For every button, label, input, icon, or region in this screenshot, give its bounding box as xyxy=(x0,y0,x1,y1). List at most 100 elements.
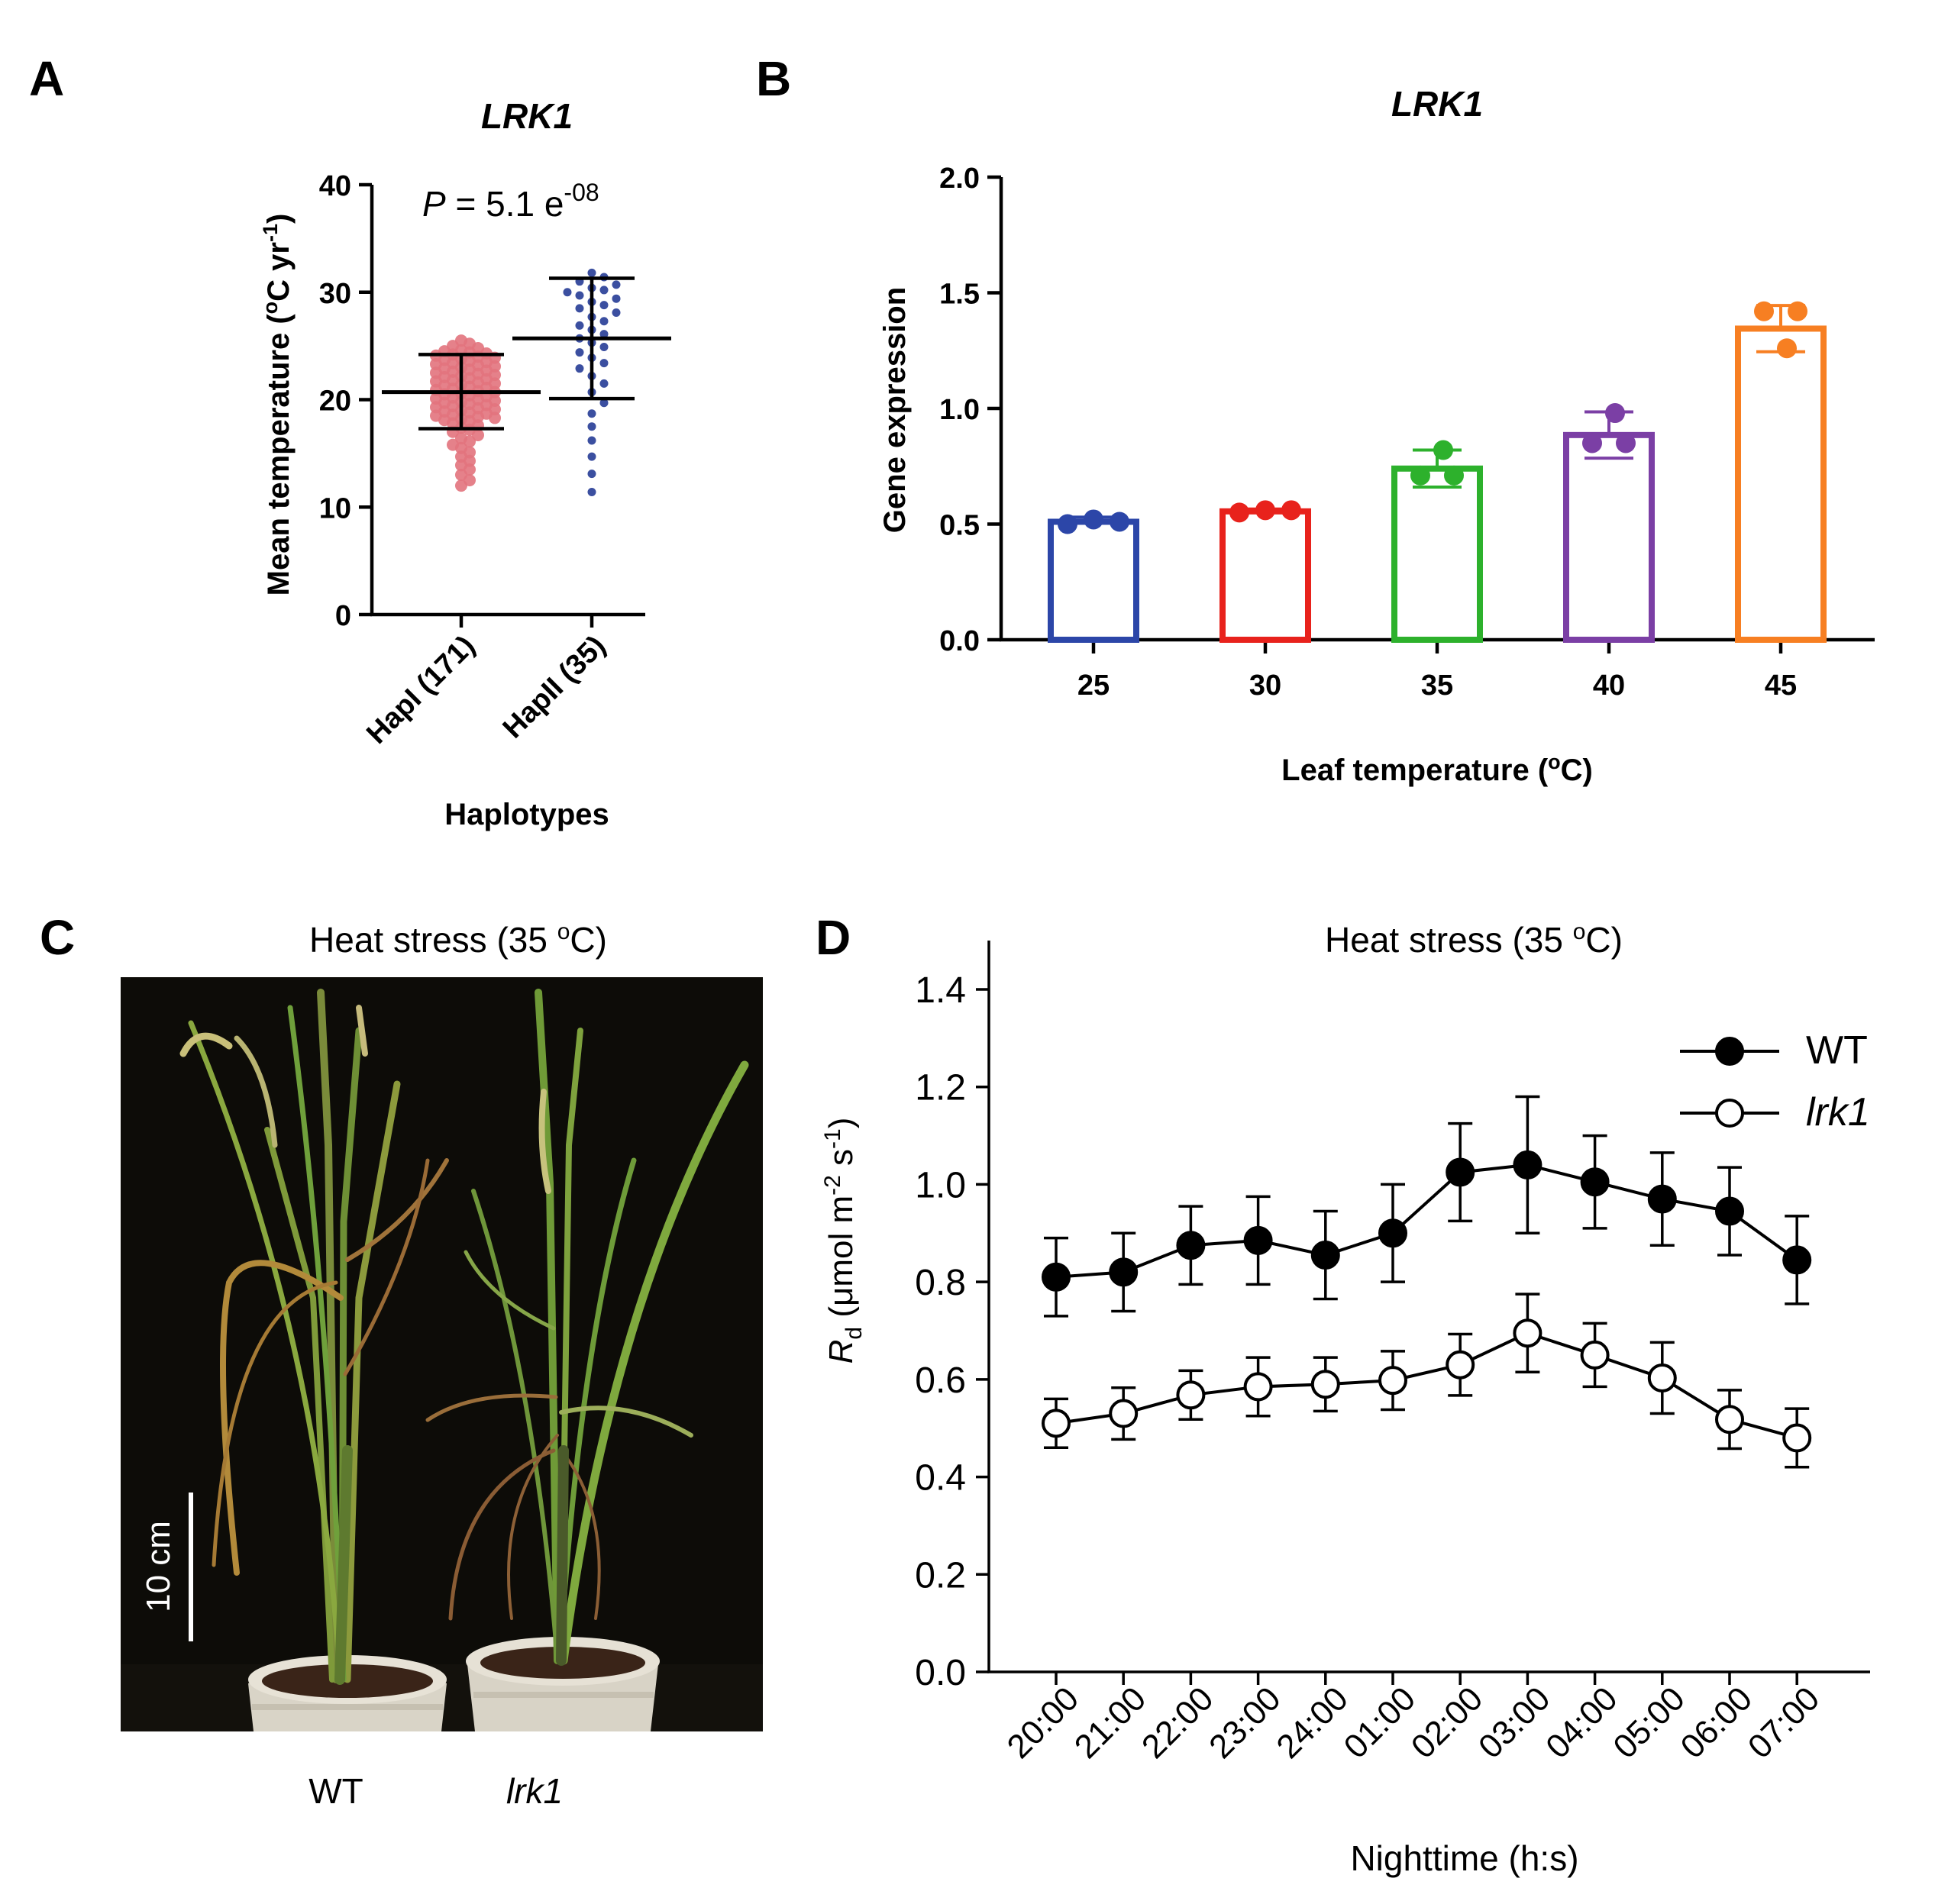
panel-d-point-wt xyxy=(1176,1231,1206,1260)
panel-d-point-lrk1 xyxy=(1176,1380,1206,1410)
panel-d-x-tick-label: 03:00 xyxy=(1471,1680,1558,1766)
panel-d-series-line xyxy=(1055,1331,1798,1440)
panel-a-x-tick-label: HapI (171) xyxy=(360,630,481,750)
panel-c-label-wt: WT xyxy=(309,1771,363,1811)
panel-c-label-lrk1: lrk1 xyxy=(506,1771,563,1811)
panel-b-replicate-point xyxy=(1605,403,1625,424)
panel-d-point-wt xyxy=(1715,1196,1744,1226)
panel-a-point xyxy=(587,470,596,479)
panel-a-y-ticks: 0 10 20 30 40 xyxy=(319,170,372,632)
panel-d-point-lrk1 xyxy=(1446,1350,1475,1380)
panel-b-replicate-point xyxy=(1058,514,1077,534)
legend-marker-lrk1 xyxy=(1715,1099,1744,1128)
panel-a-title: LRK1 xyxy=(481,96,573,136)
panel-b-letter: B xyxy=(756,51,791,106)
panel-d-x-tick-label: 24:00 xyxy=(1269,1680,1355,1766)
panel-b-x-ticks: 25 30 35 40 45 xyxy=(1077,640,1797,702)
panel-b-y-tick-label: 2.0 xyxy=(939,163,980,195)
panel-b-bar xyxy=(1391,465,1483,644)
panel-a-point xyxy=(599,301,609,310)
panel-d-point-wt xyxy=(1109,1257,1139,1287)
panel-b-y-tick-label: 0.5 xyxy=(939,510,980,542)
panel-b-replicate-point xyxy=(1582,433,1602,453)
panel-a-point xyxy=(599,359,609,368)
panel-b-title: LRK1 xyxy=(1391,84,1483,124)
panel-a-p-value: P = 5.1 e-08 xyxy=(422,179,599,224)
panel-a-point xyxy=(599,286,609,295)
panel-a-point xyxy=(575,348,584,357)
panel-d-x-tick-label: 21:00 xyxy=(1068,1680,1154,1766)
panel-a-y-tick-label: 0 xyxy=(335,600,351,632)
panel-d-y-tick-label: 1.2 xyxy=(915,1068,966,1109)
panel-d-point-lrk1 xyxy=(1580,1340,1610,1370)
panel-a-point xyxy=(587,268,596,277)
panel-b-replicate-point xyxy=(1110,511,1129,532)
panel-b-replicate-point xyxy=(1616,433,1636,453)
panel-c-letter: C xyxy=(40,910,75,965)
panel-b-bar xyxy=(1219,508,1311,644)
panel-b-bar xyxy=(1048,518,1139,643)
panel-d-x-ticks: 20:0021:0022:0023:0024:0001:0002:0003:00… xyxy=(1000,1672,1827,1766)
panel-a: A LRK1 P = 5.1 e-08 Mean temperature (oC… xyxy=(29,51,671,831)
panel-b-bar xyxy=(1563,431,1655,643)
panel-b-replicate-point xyxy=(1410,465,1430,486)
panel-d-point-wt xyxy=(1647,1184,1677,1214)
photo-background xyxy=(121,977,763,1731)
panel-a-points xyxy=(430,268,621,497)
legend-label-wt: WT xyxy=(1806,1028,1868,1073)
panel-a-y-label: Mean temperature (oC yr-1) xyxy=(259,214,296,596)
panel-d-point-wt xyxy=(1513,1150,1543,1180)
panel-d-y-tick-label: 1.0 xyxy=(915,1165,966,1205)
panel-d-point-lrk1 xyxy=(1109,1399,1139,1428)
panel-d-y-tick-label: 0.8 xyxy=(915,1263,966,1303)
panel-b-x-tick-label: 25 xyxy=(1077,670,1110,702)
panel-d-y-tick-label: 0.0 xyxy=(915,1653,966,1693)
panel-d-x-tick-label: 06:00 xyxy=(1674,1680,1760,1766)
panel-a-y-tick-label: 40 xyxy=(319,170,351,202)
panel-a-point xyxy=(599,399,609,408)
panel-d-x-label: Nighttime (h:s) xyxy=(1350,1838,1578,1878)
panel-d-point-wt xyxy=(1782,1245,1812,1275)
panel-a-point xyxy=(575,291,584,300)
panel-d-point-lrk1 xyxy=(1042,1409,1071,1438)
panel-b-replicate-point xyxy=(1255,500,1275,521)
panel-d-point-wt xyxy=(1042,1262,1071,1292)
panel-a-point xyxy=(599,330,609,339)
panel-d-y-tick-label: 0.6 xyxy=(915,1360,966,1401)
panel-d-point-wt xyxy=(1446,1157,1475,1187)
panel-a-point xyxy=(563,288,572,297)
panel-d-y-ticks: 0.0 0.2 0.4 0.6 0.8 1.0 1.2 1.4 xyxy=(915,970,989,1693)
panel-b-replicate-point xyxy=(1444,465,1464,486)
panel-d-point-lrk1 xyxy=(1378,1366,1407,1396)
panel-c: C Heat stress (35 oC) xyxy=(40,910,763,1811)
panel-a-mean-sd xyxy=(382,276,671,431)
panel-d-point-lrk1 xyxy=(1310,1370,1340,1399)
panel-a-point xyxy=(575,321,584,330)
panel-a-x-tick-label: HapII (35) xyxy=(497,630,612,745)
panel-b-bar xyxy=(1735,325,1827,643)
panel-b-replicate-point xyxy=(1433,440,1453,460)
lrk1-plant xyxy=(425,989,749,1666)
panel-b-y-tick-label: 1.5 xyxy=(939,279,980,311)
panel-d-x-tick-label: 07:00 xyxy=(1741,1680,1827,1766)
panel-a-point xyxy=(587,436,596,445)
panel-a-point xyxy=(612,308,621,317)
panel-b: B LRK1 Gene expression 0.0 0.5 1.0 1.5 2.0 2… xyxy=(756,51,1875,787)
panel-b-replicate-point xyxy=(1754,301,1774,321)
panel-d-point-wt xyxy=(1378,1218,1407,1248)
panel-d-point-lrk1 xyxy=(1513,1318,1543,1348)
panel-d-y-tick-label: 0.2 xyxy=(915,1555,966,1596)
panel-a-point xyxy=(455,479,467,492)
panel-b-x-tick-label: 30 xyxy=(1249,670,1281,702)
panel-a-point xyxy=(612,280,621,289)
panel-d-series xyxy=(1042,1095,1812,1469)
scale-bar-label: 10 cm xyxy=(140,1521,177,1612)
panel-b-x-label: Leaf temperature (oC) xyxy=(1281,750,1593,787)
panel-d-x-tick-label: 04:00 xyxy=(1539,1680,1625,1766)
panel-d-x-tick-label: 02:00 xyxy=(1404,1680,1491,1766)
panel-d-y-tick-label: 1.4 xyxy=(915,970,966,1011)
panel-d-point-lrk1 xyxy=(1647,1363,1677,1393)
panel-a-letter: A xyxy=(29,51,64,106)
panel-b-x-tick-label: 40 xyxy=(1593,670,1625,702)
